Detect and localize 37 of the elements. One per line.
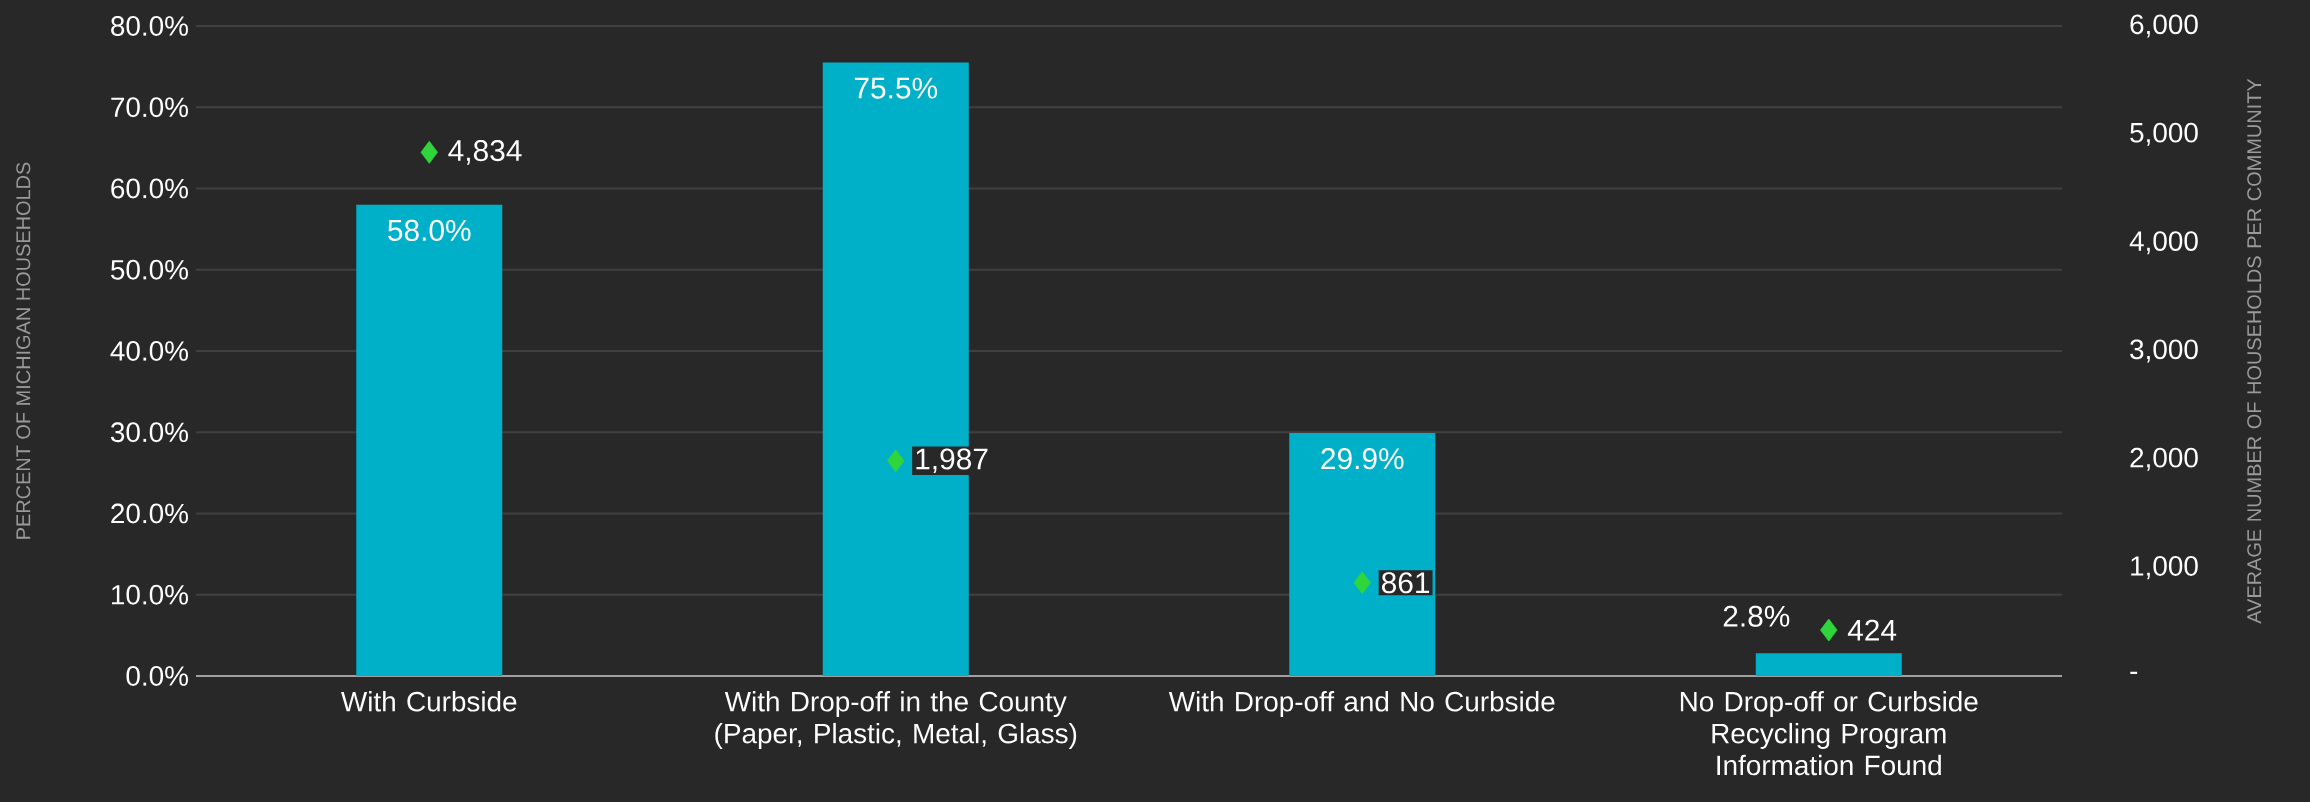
y2-tick-label: - — [2130, 671, 2138, 674]
y2-tick-label: 6,000 — [2130, 14, 2198, 38]
y-tick-label: 40.0% — [110, 341, 188, 361]
y-tick-label: 20.0% — [111, 503, 188, 524]
y-tick-label: 30.0% — [110, 422, 188, 443]
y-tick-label: 10.0% — [112, 584, 188, 605]
point — [1820, 618, 1838, 642]
y2-tick-label: 1,000 — [2131, 556, 2198, 580]
x-tick-label: With Curbside — [341, 691, 517, 712]
point — [1353, 571, 1371, 595]
data-label: 424 — [1847, 619, 1897, 641]
y-axis-title: PERCENT OF MICHIGAN HOUSEHOLDS — [16, 162, 31, 539]
bar — [356, 204, 503, 676]
point — [420, 140, 438, 164]
y-tick-label: 0.0% — [126, 666, 188, 686]
y2-tick-label: 5,000 — [2130, 122, 2198, 146]
data-label: 1,987 — [916, 448, 988, 474]
data-label: 4,834 — [448, 139, 522, 165]
data-label: 2.8% — [1723, 605, 1790, 627]
y-tick-label: 50.0% — [111, 259, 188, 280]
y2-tick-label: 4,000 — [2129, 231, 2198, 255]
y-tick-label: 80.0% — [111, 16, 188, 36]
point — [887, 449, 905, 473]
data-label: 75.5% — [854, 77, 938, 99]
y-tick-label: 60.0% — [111, 178, 188, 199]
data-label: 861 — [1381, 572, 1430, 594]
x-tick-label: No Drop-off or Curbside Recycling Program Information Found — [1680, 691, 1978, 776]
data-label: 58.0% — [388, 219, 471, 241]
bar — [1755, 653, 1902, 676]
y2-tick-label: 3,000 — [2130, 339, 2198, 363]
x-tick-label: With Drop-off and No Curbside — [1168, 691, 1555, 718]
y-tick-label: 70.0% — [111, 97, 188, 118]
x-tick-label: With Drop-off in the County (Paper, Plastic, Metal, Glass) — [715, 691, 1077, 749]
data-label: 29.9% — [1321, 448, 1404, 470]
y2-axis-title: AVERAGE NUMBER OF HOUSEHOLDS PER COMMUNITY — [2247, 78, 2262, 624]
bar — [1289, 433, 1436, 676]
y2-tick-label: 2,000 — [2130, 447, 2198, 471]
